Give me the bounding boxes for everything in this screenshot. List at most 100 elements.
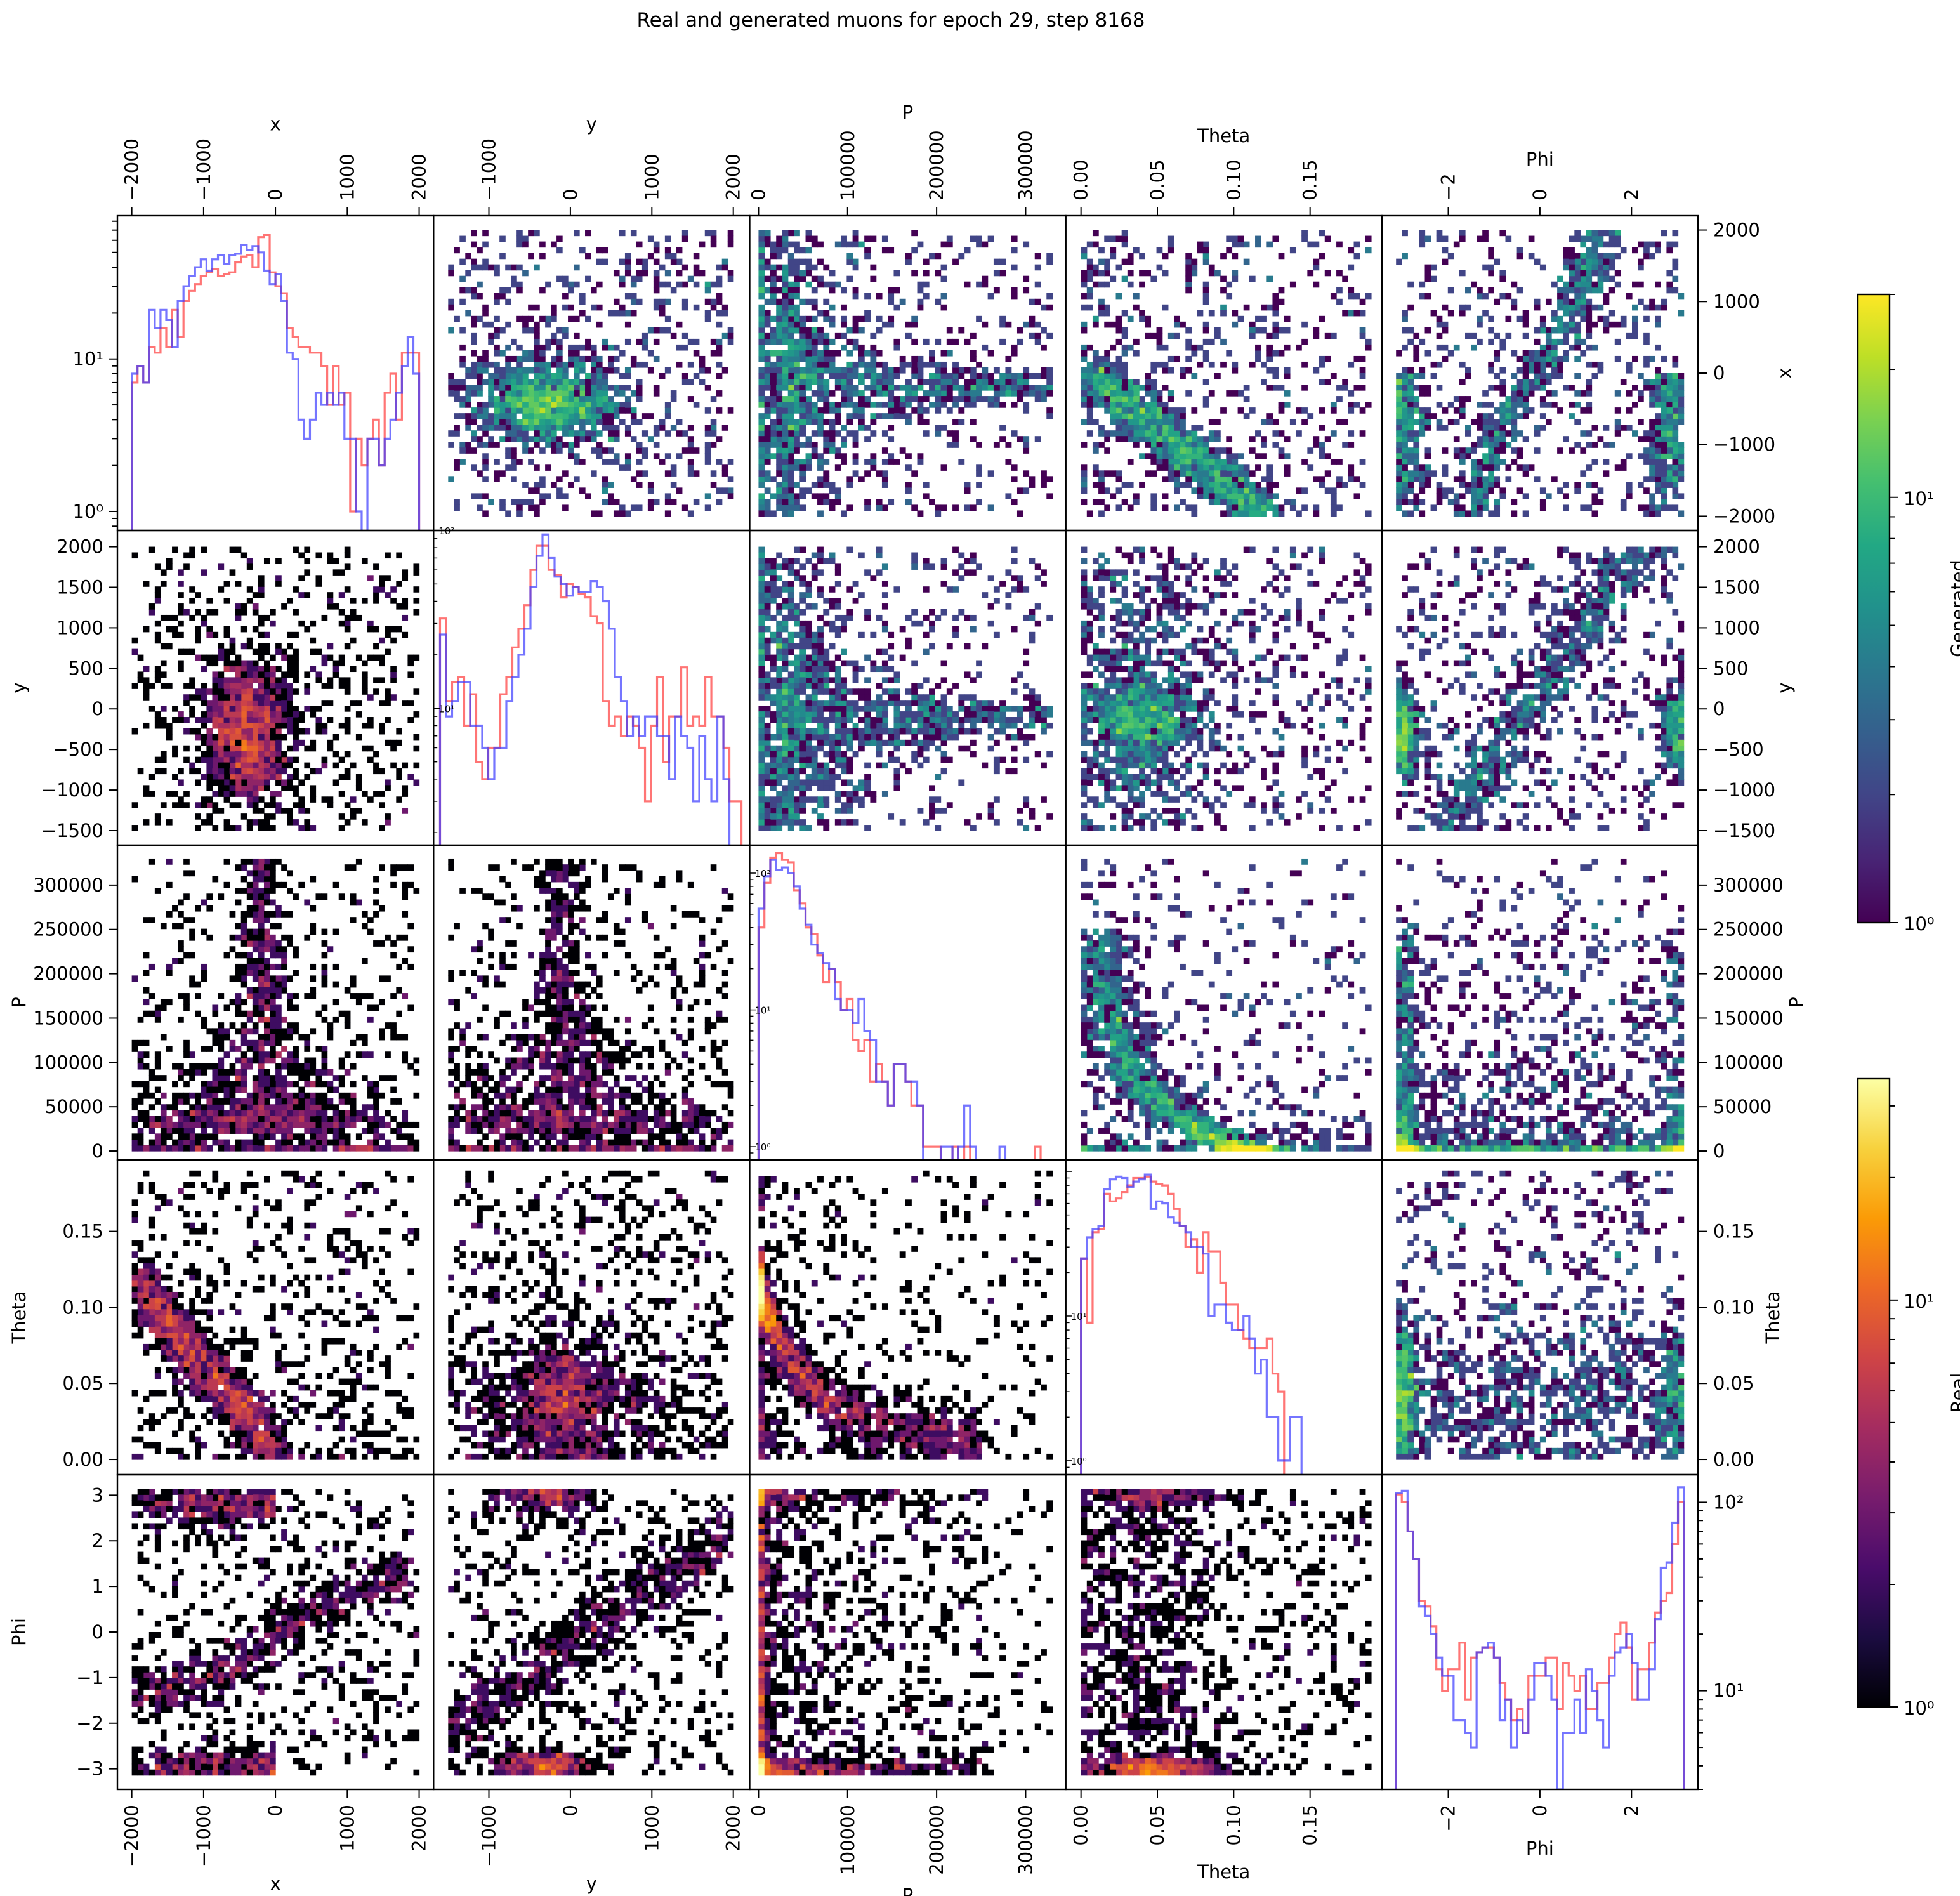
hist2d-bin <box>281 671 287 678</box>
hist2d-bin <box>958 609 964 616</box>
hist2d-bin <box>864 316 871 322</box>
hist2d-bin <box>596 282 603 288</box>
hist2d-bin <box>206 779 213 786</box>
hist2d-bin <box>765 768 771 775</box>
hist2d-bin <box>1494 407 1500 414</box>
hist2d-bin <box>1360 367 1366 374</box>
hist2d-bin <box>1313 436 1319 442</box>
hist2d-bin <box>1220 407 1227 414</box>
hist2d-bin <box>688 276 694 282</box>
hist2d-bin <box>591 345 597 351</box>
hist2d-bin <box>522 390 529 397</box>
hist2d-bin <box>212 751 218 758</box>
hist2d-bin <box>1437 385 1443 391</box>
hist2d-bin <box>1488 453 1494 459</box>
hist2d-bin <box>782 476 788 482</box>
hist2d-bin <box>1110 413 1116 419</box>
hist2d-bin <box>694 305 700 311</box>
hist2d-bin <box>799 671 806 678</box>
hist2d-bin <box>477 247 483 254</box>
hist2d-bin <box>758 350 765 357</box>
hist2d-bin <box>1666 402 1673 408</box>
hist2d-bin <box>918 362 924 368</box>
hist2d-bin <box>782 282 788 288</box>
hist2d-bin <box>1290 499 1296 505</box>
hist2d-bin <box>1488 247 1494 254</box>
hist2d-bin <box>999 373 1006 379</box>
hist2d-bin <box>1168 476 1174 482</box>
hist2d-bin <box>1104 265 1110 271</box>
hist2d-bin <box>1678 453 1685 459</box>
hist2d-bin <box>918 282 924 288</box>
hist2d-bin <box>1272 442 1279 448</box>
hist2d-bin <box>788 242 794 248</box>
hist2d-bin <box>1162 442 1169 448</box>
hist2d-bin <box>212 694 218 701</box>
hist2d-bin <box>1354 242 1360 248</box>
hist2d-bin <box>304 569 310 576</box>
hist2d-bin <box>1402 402 1408 408</box>
hist2d-bin <box>1563 299 1569 305</box>
hist2d-bin <box>293 666 299 672</box>
hist2d-bin <box>976 282 982 288</box>
hist2d-bin <box>835 499 841 505</box>
hist2d-bin <box>758 367 765 374</box>
hist2d-bin <box>1214 373 1221 379</box>
hist2d-bin <box>770 350 777 357</box>
panel-frame <box>433 530 749 845</box>
hist2d-bin <box>976 362 982 368</box>
hist2d-bin <box>799 649 806 655</box>
hist2d-bin <box>806 487 812 494</box>
hist2d-bin <box>396 796 402 803</box>
hist2d-bin <box>298 575 305 581</box>
hist2d-bin <box>1110 402 1116 408</box>
hist2d-bin <box>608 356 614 362</box>
hist2d-bin <box>1128 282 1134 288</box>
hist2d-bin <box>1402 327 1408 334</box>
hist2d-bin <box>722 487 728 494</box>
hist2d-bin <box>1331 499 1337 505</box>
hist2d-bin <box>1437 345 1443 351</box>
hist2d-bin <box>870 362 876 368</box>
hist2d-bin <box>1598 487 1604 494</box>
hist2d-bin <box>806 350 812 357</box>
hist2d-bin <box>579 293 586 300</box>
hist2d-bin <box>505 373 511 379</box>
hist2d-bin <box>1203 402 1209 408</box>
hist2d-bin <box>1035 390 1041 397</box>
hist2d-bin <box>1402 425 1408 431</box>
hist2d-bin <box>1128 407 1134 414</box>
hist2d-bin <box>1655 447 1661 454</box>
hist2d-bin <box>189 763 195 769</box>
hist2d-bin <box>1035 265 1041 271</box>
hist2d-bin <box>782 373 788 379</box>
hist2d-bin <box>1425 265 1431 271</box>
hist2d-bin <box>304 683 310 689</box>
hist2d-bin <box>132 553 138 559</box>
hist2d-bin <box>1266 482 1273 488</box>
hist2d-bin <box>275 558 282 564</box>
hist2d-bin <box>1122 373 1128 379</box>
hist2d-bin <box>776 504 782 511</box>
hist2d-bin <box>494 442 500 448</box>
hist2d-bin <box>1540 379 1546 385</box>
hist2d-bin <box>1666 247 1673 254</box>
hist2d-bin <box>1626 487 1633 494</box>
hist2d-bin <box>631 356 637 362</box>
hist2d-bin <box>1360 333 1366 339</box>
hist2d-bin <box>770 638 777 644</box>
hist2d-bin <box>385 694 391 701</box>
hist2d-bin <box>275 808 282 814</box>
hist2d-bin <box>1557 362 1563 368</box>
hist2d-bin <box>1407 419 1414 425</box>
hist2d-bin <box>413 569 419 576</box>
hist2d-bin <box>947 242 953 248</box>
hist2d-bin <box>935 270 941 277</box>
hist2d-bin <box>161 581 167 587</box>
hist2d-bin <box>782 419 788 425</box>
hist2d-bin <box>454 425 460 431</box>
hist2d-bin <box>1413 385 1419 391</box>
hist2d-bin <box>247 671 253 678</box>
hist2d-bin <box>1093 373 1099 379</box>
hist2d-bin <box>788 808 794 814</box>
